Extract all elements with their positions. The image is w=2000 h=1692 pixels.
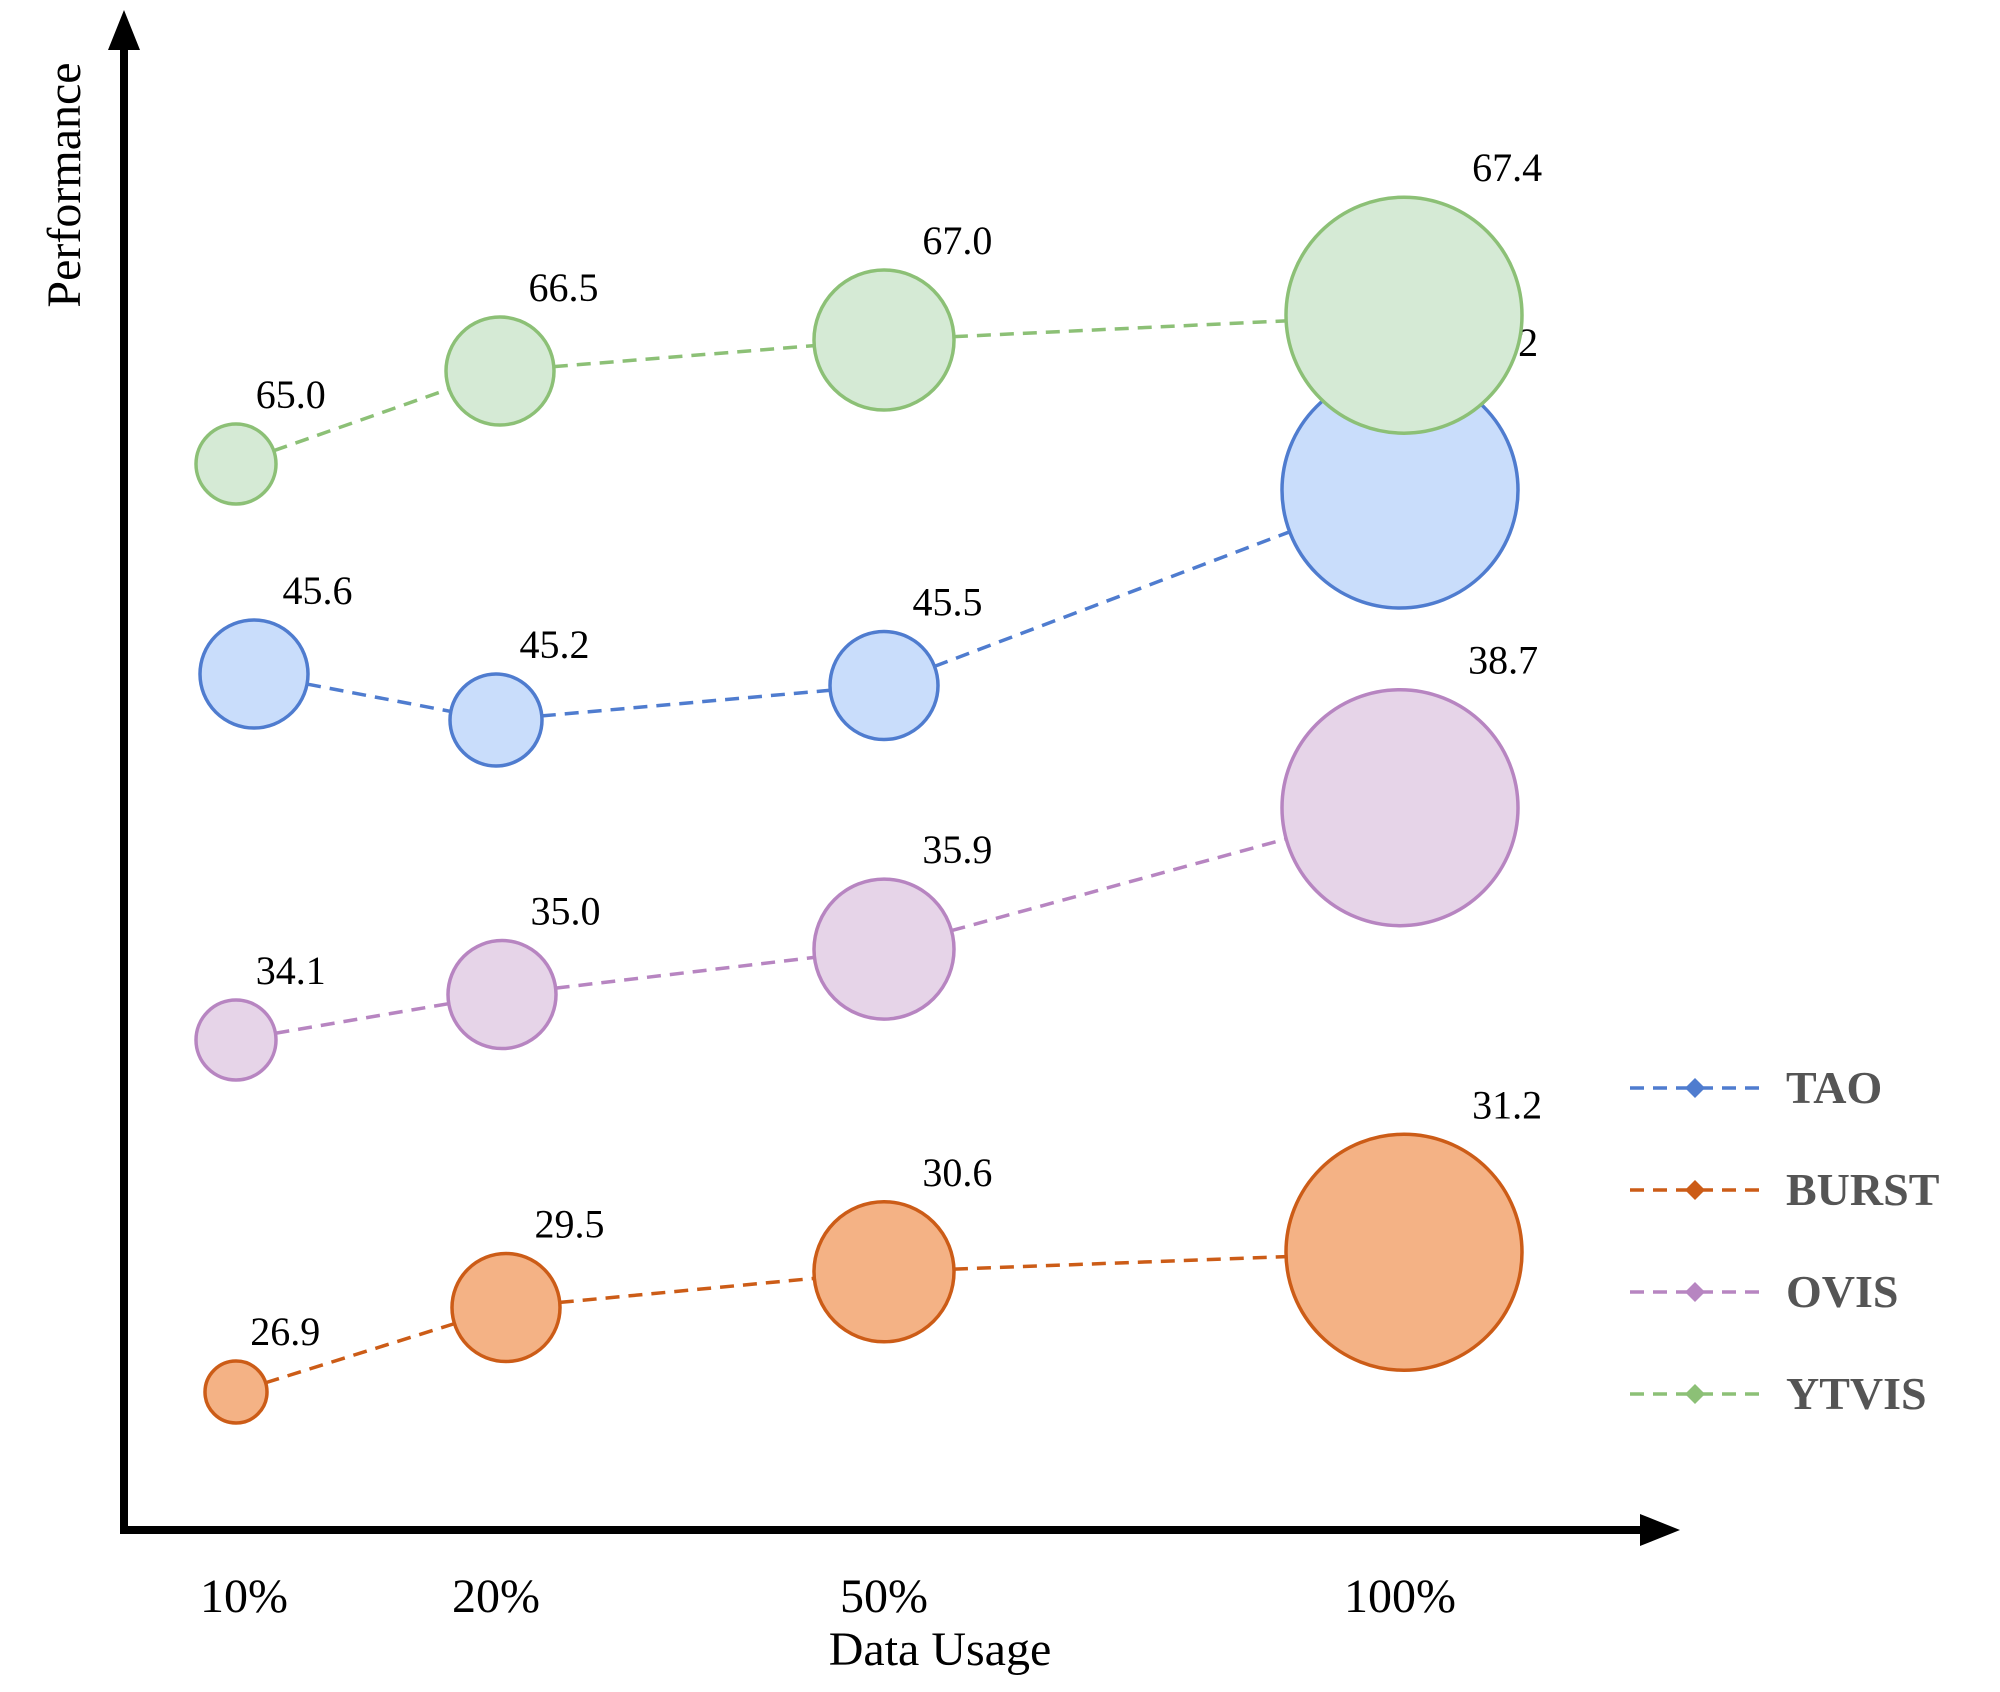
- bubble: [812, 268, 956, 412]
- bubble: [1284, 195, 1524, 435]
- series-burst: 26.9 29.5 30.6 31.2: [203, 1082, 1542, 1425]
- data-label: 65.0: [256, 372, 326, 417]
- series-line-segment: [553, 343, 815, 369]
- bubble: [446, 938, 558, 1051]
- data-label: 66.5: [528, 265, 598, 310]
- x-tick-labels: 10% 20% 50% 100%: [200, 1570, 1456, 1623]
- legend-item-tao: TAO: [1630, 1062, 1882, 1113]
- x-axis-title: Data Usage: [829, 1623, 1052, 1676]
- legend-marker: [1685, 1384, 1705, 1404]
- legend-item-ytvis: YTVIS: [1630, 1368, 1927, 1419]
- series-line-segment: [555, 955, 815, 990]
- series-line-segment: [953, 319, 1287, 339]
- series-line-segment: [273, 387, 450, 453]
- data-label: 38.7: [1468, 638, 1538, 683]
- x-tick-label: 100%: [1344, 1570, 1456, 1623]
- data-label: 67.0: [922, 218, 992, 263]
- legend: TAO BURST OVIS YTVIS: [1630, 1062, 1939, 1419]
- bubble: [194, 998, 278, 1082]
- legend-marker: [1685, 1078, 1705, 1098]
- data-label: 31.2: [1472, 1082, 1542, 1127]
- data-label: 45.6: [282, 568, 352, 613]
- series-tao: 45.645.245.547.2: [198, 320, 1538, 768]
- bubble: [1284, 1132, 1524, 1372]
- x-axis-arrow: [1640, 1514, 1680, 1546]
- data-label: 29.5: [534, 1202, 604, 1247]
- series-ovis: 34.1 35.0 35.9 38.7: [194, 638, 1538, 1082]
- series-line-segment: [306, 682, 452, 714]
- legend-label: BURST: [1786, 1164, 1939, 1215]
- data-label: 45.2: [520, 622, 590, 667]
- series-line-segment: [951, 837, 1287, 933]
- series-line-segment: [541, 688, 831, 718]
- series-line-segment: [559, 1276, 815, 1305]
- series-line-segment: [265, 1321, 455, 1385]
- x-tick-label: 50%: [840, 1570, 928, 1623]
- series-line-segment: [933, 530, 1291, 669]
- data-label: 35.9: [922, 827, 992, 872]
- series-line-segment: [953, 1254, 1287, 1271]
- legend-label: YTVIS: [1786, 1368, 1927, 1419]
- legend-item-ovis: OVIS: [1630, 1266, 1898, 1317]
- bubble: [448, 672, 544, 768]
- bubble: [812, 1200, 956, 1344]
- bubble: [444, 315, 556, 427]
- x-tick-label: 20%: [452, 1570, 540, 1623]
- legend-marker: [1685, 1180, 1705, 1200]
- x-tick-label: 10%: [200, 1570, 288, 1623]
- data-label: 45.5: [912, 580, 982, 625]
- legend-label: OVIS: [1786, 1266, 1898, 1317]
- data-label: 26.9: [250, 1309, 320, 1354]
- y-axis-arrow: [108, 10, 140, 50]
- legend-item-burst: BURST: [1630, 1164, 1939, 1215]
- bubble: [198, 618, 310, 730]
- bubble: [828, 629, 940, 742]
- y-axis-title: Performance: [38, 62, 91, 307]
- bubble: [194, 422, 278, 506]
- bubble: [450, 1251, 562, 1364]
- legend-label: TAO: [1786, 1062, 1882, 1113]
- series-line-segment: [275, 1001, 450, 1035]
- legend-marker: [1685, 1282, 1705, 1302]
- bubble: [812, 877, 956, 1021]
- data-label: 30.6: [922, 1150, 992, 1195]
- data-label: 35.0: [530, 889, 600, 934]
- data-label: 34.1: [256, 948, 326, 993]
- bubble: [203, 1359, 269, 1425]
- bubble: [1280, 687, 1520, 928]
- series-ytvis: 65.0 66.5 67.0 67.4: [194, 145, 1542, 506]
- series-layer: 45.645.245.547.226.929.530.631.234.135.0…: [194, 145, 1542, 1425]
- data-label: 67.4: [1472, 145, 1542, 190]
